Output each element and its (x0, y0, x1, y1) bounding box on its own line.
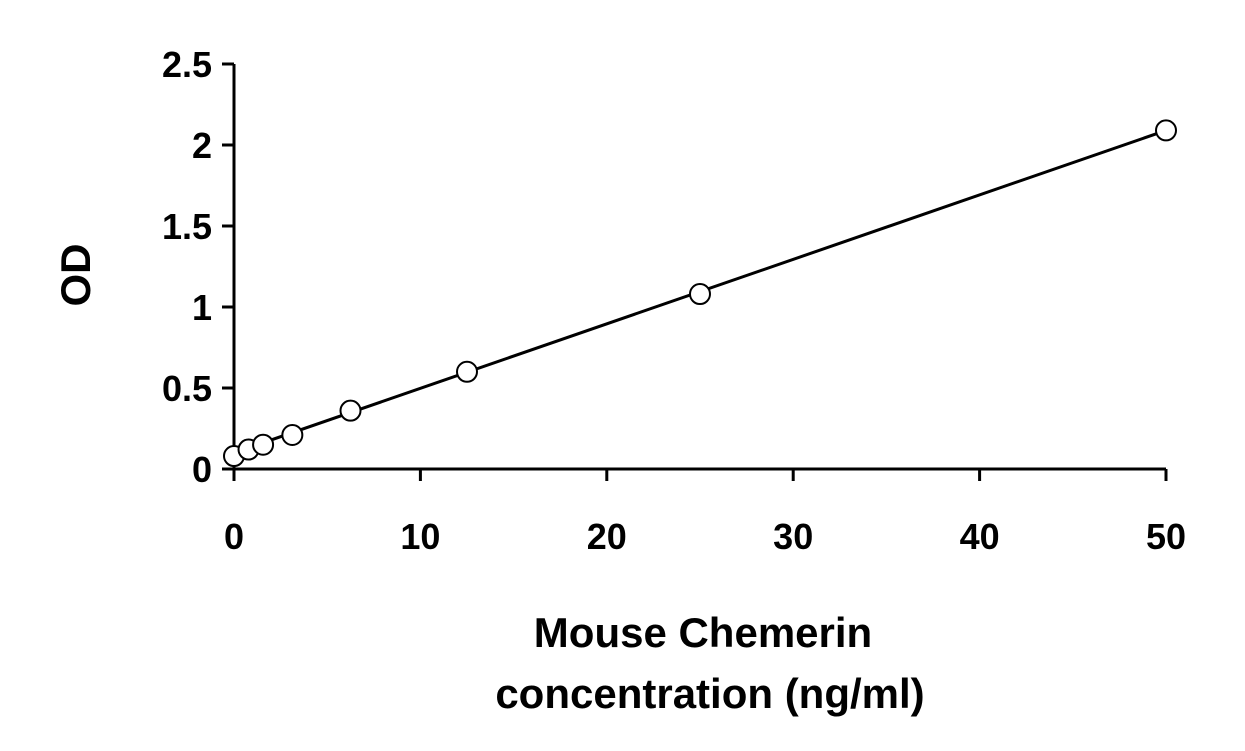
x-tick-label: 40 (960, 516, 1000, 557)
x-tick-label: 0 (224, 516, 244, 557)
x-tick-label: 10 (400, 516, 440, 557)
data-point (689, 283, 711, 306)
y-axis-title: OD (52, 244, 99, 307)
x-axis-title-line-1: Mouse Chemerin (534, 609, 872, 656)
y-tick-label: 1.5 (162, 206, 212, 247)
data-points-layer (223, 119, 1177, 468)
x-axis-title-line-2: concentration (ng/ml) (495, 670, 924, 717)
data-point (281, 423, 304, 446)
plot-area: 0 0.5 1 1.5 2 2.5 0 10 20 30 40 50 (162, 44, 1186, 557)
x-tick-label: 30 (773, 516, 813, 557)
y-tick-label: 2.5 (162, 44, 212, 85)
x-axis-ticks: 0 10 20 30 40 50 (224, 469, 1186, 557)
x-tick-label: 20 (587, 516, 627, 557)
data-point (456, 360, 478, 383)
y-tick-label: 0 (192, 449, 212, 490)
data-point (339, 399, 362, 422)
y-axis-ticks: 0 0.5 1 1.5 2 2.5 (162, 44, 234, 490)
y-tick-label: 2 (192, 125, 212, 166)
y-tick-label: 1 (192, 287, 212, 328)
y-tick-label: 0.5 (162, 368, 212, 409)
data-point (252, 433, 275, 456)
data-point (1155, 119, 1177, 142)
x-tick-label: 50 (1146, 516, 1186, 557)
